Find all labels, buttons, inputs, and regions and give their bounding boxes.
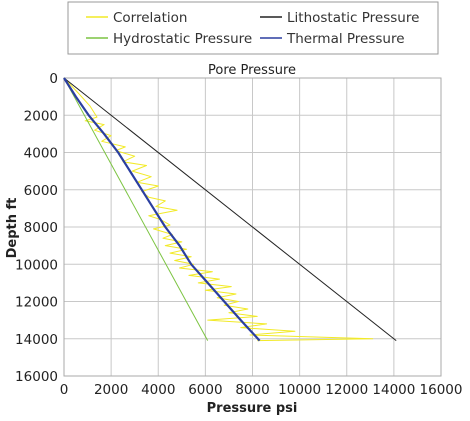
y-axis-title: Depth ft (5, 198, 20, 259)
series-line-lithostatic (63, 77, 397, 341)
legend-label-lithostatic: Lithostatic Pressure (287, 10, 419, 26)
y-tick-label: 2000 (24, 108, 58, 124)
x-tick-label: 6000 (188, 382, 222, 398)
series-line-hydrostatic (63, 77, 209, 341)
x-tick-label: 16000 (420, 382, 463, 398)
x-tick-label: 8000 (235, 382, 269, 398)
x-tick-label: 2000 (94, 382, 128, 398)
y-tick-label: 6000 (24, 183, 58, 199)
legend-frame (67, 1, 439, 55)
y-tick-label: 0 (49, 71, 58, 87)
x-tick-label: 14000 (372, 382, 415, 398)
legend-label-hydrostatic: Hydrostatic Pressure (113, 31, 252, 47)
y-tick-label: 16000 (15, 369, 58, 385)
y-tick-label: 12000 (15, 295, 58, 311)
x-tick-label: 0 (60, 382, 69, 398)
axes: 0 2000 4000 6000 8000 10000 12000 14000 16000020… (15, 71, 462, 398)
y-tick-label: 14000 (15, 332, 58, 348)
series-line-thermal (63, 77, 261, 342)
legend-label-thermal: Thermal Pressure (286, 31, 405, 47)
series-line-correlation (63, 77, 374, 342)
y-tick-label: 4000 (24, 146, 58, 162)
x-axis-title: Pressure psi (207, 401, 298, 416)
chart-title: Pore Pressure (208, 63, 296, 78)
y-tick-label: 10000 (15, 257, 58, 273)
x-tick-label: 10000 (278, 382, 321, 398)
series-layer (63, 77, 397, 342)
x-tick-label: 12000 (325, 382, 368, 398)
legend-label-correlation: Correlation (113, 10, 187, 26)
legend: Correlation Lithostatic Pressure Hydrost… (67, 1, 439, 55)
x-tick-label: 4000 (141, 382, 175, 398)
plot-frame (63, 77, 442, 377)
y-tick-label: 8000 (24, 220, 58, 236)
